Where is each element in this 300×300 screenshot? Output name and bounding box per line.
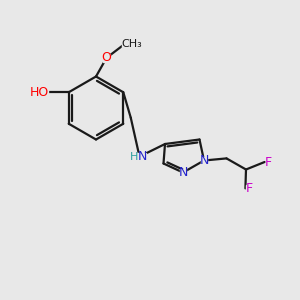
- Bar: [103, 54, 110, 61]
- Bar: [201, 157, 207, 164]
- Text: N: N: [199, 154, 209, 167]
- Text: H: H: [130, 152, 138, 162]
- Text: F: F: [246, 182, 253, 195]
- Text: N: N: [138, 150, 147, 163]
- Text: O: O: [102, 51, 111, 64]
- Bar: [180, 169, 186, 176]
- Bar: [122, 40, 141, 48]
- Text: HO: HO: [30, 86, 49, 99]
- Bar: [246, 185, 253, 192]
- Text: CH₃: CH₃: [121, 39, 142, 49]
- Bar: [134, 153, 146, 160]
- Text: N: N: [178, 166, 188, 179]
- Bar: [266, 158, 272, 166]
- Text: F: F: [265, 155, 272, 169]
- Bar: [31, 88, 48, 96]
